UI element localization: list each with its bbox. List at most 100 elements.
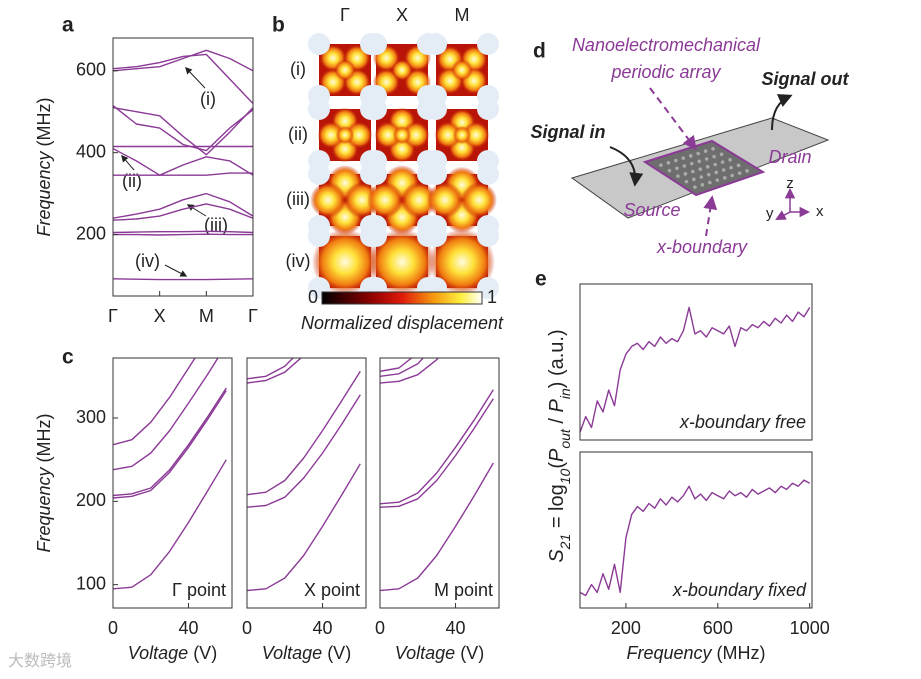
- curve: [247, 394, 361, 508]
- plot-area: [380, 358, 494, 592]
- schematic-label: x-boundary: [656, 237, 748, 257]
- chart-label: x-boundary fixed: [672, 580, 807, 600]
- mode-blob: [462, 121, 490, 149]
- annotation: (iii): [204, 215, 228, 235]
- hole: [683, 172, 688, 176]
- hole: [721, 168, 726, 172]
- mode-blob: [334, 59, 356, 81]
- curve: [113, 203, 253, 221]
- tile-corner: [425, 33, 447, 55]
- x-axis-label: Voltage (V): [262, 643, 351, 663]
- row-label: (iv): [286, 251, 311, 271]
- watermark: 大数跨境: [8, 651, 72, 670]
- x-tick-label: X: [154, 306, 166, 326]
- x-axis-label-name: Frequency: [626, 643, 712, 663]
- hole: [720, 160, 725, 164]
- plot-area: [580, 306, 811, 433]
- curve: [380, 358, 440, 384]
- array-holes: [659, 147, 749, 189]
- curve: [380, 398, 494, 508]
- y-tick-label: 300: [76, 407, 106, 427]
- y-tick-label: 200: [76, 223, 106, 243]
- tile-corner: [365, 98, 387, 120]
- mode-blob: [434, 121, 462, 149]
- frame: [579, 283, 813, 441]
- curve: [113, 105, 253, 152]
- x-tick-label: M: [199, 306, 214, 326]
- hole: [681, 156, 686, 160]
- curve: [113, 230, 253, 234]
- curve: [113, 147, 253, 176]
- colorbar-tick: 0: [308, 287, 318, 307]
- y-axis-label: S21 = log10(Pout / Pin) (a.u.): [546, 329, 572, 562]
- column-label: X: [396, 5, 408, 25]
- mode-blob: [393, 126, 411, 144]
- hole: [719, 152, 724, 157]
- x-tick-label: Γ: [248, 306, 258, 326]
- tile-corner: [365, 163, 387, 185]
- x-axis-label-name: Voltage: [395, 643, 455, 663]
- chart-label: x-boundary free: [679, 412, 806, 432]
- hole: [706, 172, 711, 177]
- tile-corner: [477, 225, 499, 247]
- curve: [380, 389, 494, 505]
- x-axis-label-unit: (V): [327, 643, 351, 663]
- hole: [708, 180, 712, 185]
- hole: [705, 165, 710, 169]
- x-axis-label: Voltage (V): [128, 643, 217, 663]
- mode-blob: [336, 126, 354, 144]
- curve: [380, 462, 494, 592]
- schematic: Nanoelectromechanical periodic array Sig…: [530, 35, 849, 257]
- curve: [113, 390, 227, 499]
- plot-area: [580, 479, 811, 597]
- y-axis-label-part: S: [546, 549, 568, 563]
- x-axis-label-name: Voltage: [262, 643, 322, 663]
- hole: [745, 169, 749, 173]
- hole: [714, 170, 719, 175]
- tile-corner: [477, 98, 499, 120]
- axis-label: y: [766, 205, 774, 222]
- frame: [112, 357, 233, 609]
- tile-corner: [425, 225, 447, 247]
- tile-corner: [365, 225, 387, 247]
- hole: [667, 168, 672, 173]
- x-axis-label-unit: (V): [193, 643, 217, 663]
- x-tick-label: 200: [611, 618, 641, 638]
- hole: [684, 179, 689, 184]
- curve: [113, 387, 227, 497]
- hole: [736, 163, 741, 168]
- arrow: [771, 94, 793, 131]
- tile-corner: [308, 163, 330, 185]
- hole: [715, 178, 720, 182]
- frame: [246, 357, 367, 609]
- schematic-label: Source: [623, 200, 680, 220]
- hole: [674, 158, 678, 163]
- frame: [579, 451, 813, 609]
- x-tick-label: 0: [375, 618, 385, 638]
- curve: [580, 306, 811, 433]
- schematic-label: periodic array: [610, 62, 721, 82]
- hole: [692, 177, 696, 182]
- arrow: [121, 154, 135, 171]
- panel-label: b: [272, 14, 285, 37]
- mode-blob: [391, 59, 413, 81]
- chart-label: Γ point: [172, 580, 226, 600]
- arrow: [609, 146, 644, 187]
- arrow: [164, 264, 188, 277]
- axis-label: x: [816, 203, 824, 220]
- curve: [247, 358, 302, 384]
- hole: [666, 161, 671, 165]
- hole: [704, 157, 709, 161]
- y-axis-label-name: Frequency: [34, 466, 54, 552]
- row-label: (iii): [286, 189, 310, 209]
- y-axis-label-unit: (MHz): [34, 97, 54, 146]
- tile-corner: [477, 163, 499, 185]
- panel-label: e: [535, 268, 547, 291]
- axis-label: z: [786, 175, 794, 192]
- plot-area: [247, 358, 361, 592]
- tile-corner: [365, 33, 387, 55]
- frame: [379, 357, 500, 609]
- y-axis-label-part: /: [546, 413, 568, 430]
- hole: [675, 166, 679, 171]
